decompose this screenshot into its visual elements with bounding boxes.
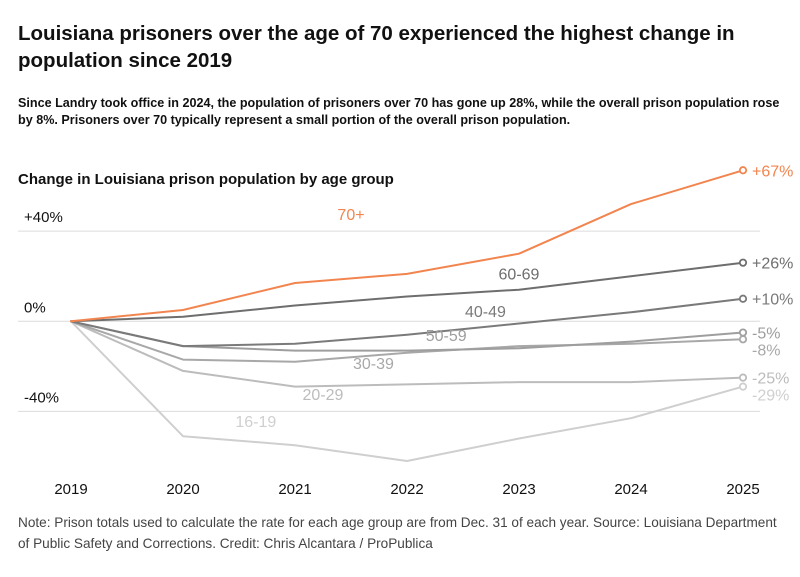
series-line-30-39 [70,320,744,363]
end-label-50-59: -5% [752,326,780,343]
end-label-30-39: -8% [752,343,780,360]
series-label-30-39: 30-39 [353,356,394,373]
end-marker-50-59 [738,328,748,337]
y-tick-label: 0% [24,299,46,316]
end-label-40-49: +10% [752,292,793,309]
x-tick-labels: 2019 2020 2021 2022 2023 2024 2025 [54,481,759,498]
x-tick-label: 2025 [726,481,759,498]
series-line-40-49 [70,297,744,348]
x-tick-label: 2021 [278,481,311,498]
end-label-20-29: -25% [752,371,789,388]
series-label-70plus: 70+ [337,207,364,224]
series-line-50-59 [70,320,744,352]
end-marker-40-49 [738,294,748,303]
end-label-60-69: +26% [752,256,793,273]
y-tick-labels: +40% 0% -40% [24,209,63,406]
series-label-50-59: 50-59 [426,328,467,345]
x-tick-label: 2020 [166,481,199,498]
end-label-16-19: -29% [752,388,789,405]
series-line-16-19 [70,320,744,462]
x-tick-label: 2022 [390,481,423,498]
series-label-40-49: 40-49 [465,304,506,321]
end-labels: +67% +26% +10% -5%-8% -25%-29% [752,163,793,404]
x-tick-label: 2019 [54,481,87,498]
end-label-70plus: +67% [752,163,793,180]
end-markers [738,166,748,391]
series-line-70plus [70,169,744,323]
gridlines [18,230,760,412]
y-tick-label: -40% [24,389,59,406]
source-note: Note: Prison totals used to calculate th… [18,515,777,551]
x-tick-label: 2023 [502,481,535,498]
chart-title: Change in Louisiana prison population by… [18,171,394,188]
series-labels: 70+ 60-69 40-49 50-59 30-39 20-29 16-19 [235,207,539,431]
y-tick-label: +40% [24,209,63,226]
series-line-60-69 [70,261,744,323]
series-label-16-19: 16-19 [235,414,276,431]
end-marker-16-19 [738,382,748,391]
x-tick-label: 2024 [614,481,647,498]
series-label-60-69: 60-69 [499,267,540,284]
series-label-20-29: 20-29 [303,387,344,404]
page-title: Louisiana prisoners over the age of 70 e… [18,22,735,72]
page-subtitle: Since Landry took office in 2024, the po… [18,96,780,127]
end-marker-20-29 [738,373,748,382]
end-marker-70plus [738,166,748,175]
end-marker-30-39 [738,335,748,344]
series-line-20-29 [70,320,744,388]
end-marker-60-69 [738,258,748,267]
series-lines [70,169,744,462]
